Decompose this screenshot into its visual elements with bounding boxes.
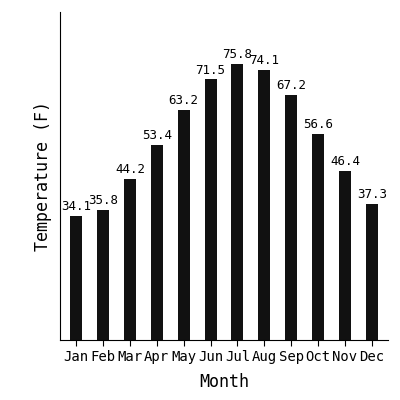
Text: 74.1: 74.1 (249, 54, 279, 67)
X-axis label: Month: Month (199, 373, 249, 391)
Text: 56.6: 56.6 (303, 118, 333, 131)
Text: 34.1: 34.1 (61, 200, 91, 213)
Bar (124, 179, 136, 340)
Text: 71.5: 71.5 (196, 64, 226, 76)
Text: 75.8: 75.8 (222, 48, 252, 61)
Bar (151, 145, 163, 340)
Bar (366, 204, 378, 340)
Bar (258, 70, 270, 340)
Bar (339, 171, 351, 340)
Text: 67.2: 67.2 (276, 79, 306, 92)
Text: 46.4: 46.4 (330, 155, 360, 168)
Bar (178, 110, 190, 340)
Bar (285, 95, 297, 340)
Y-axis label: Temperature (F): Temperature (F) (34, 101, 52, 251)
Text: 35.8: 35.8 (88, 194, 118, 207)
Bar (204, 80, 217, 340)
Text: 53.4: 53.4 (142, 130, 172, 142)
Text: 63.2: 63.2 (169, 94, 199, 107)
Bar (97, 210, 109, 340)
Text: 44.2: 44.2 (115, 163, 145, 176)
Bar (70, 216, 82, 340)
Bar (312, 134, 324, 340)
Bar (231, 64, 244, 340)
Text: 37.3: 37.3 (357, 188, 387, 201)
